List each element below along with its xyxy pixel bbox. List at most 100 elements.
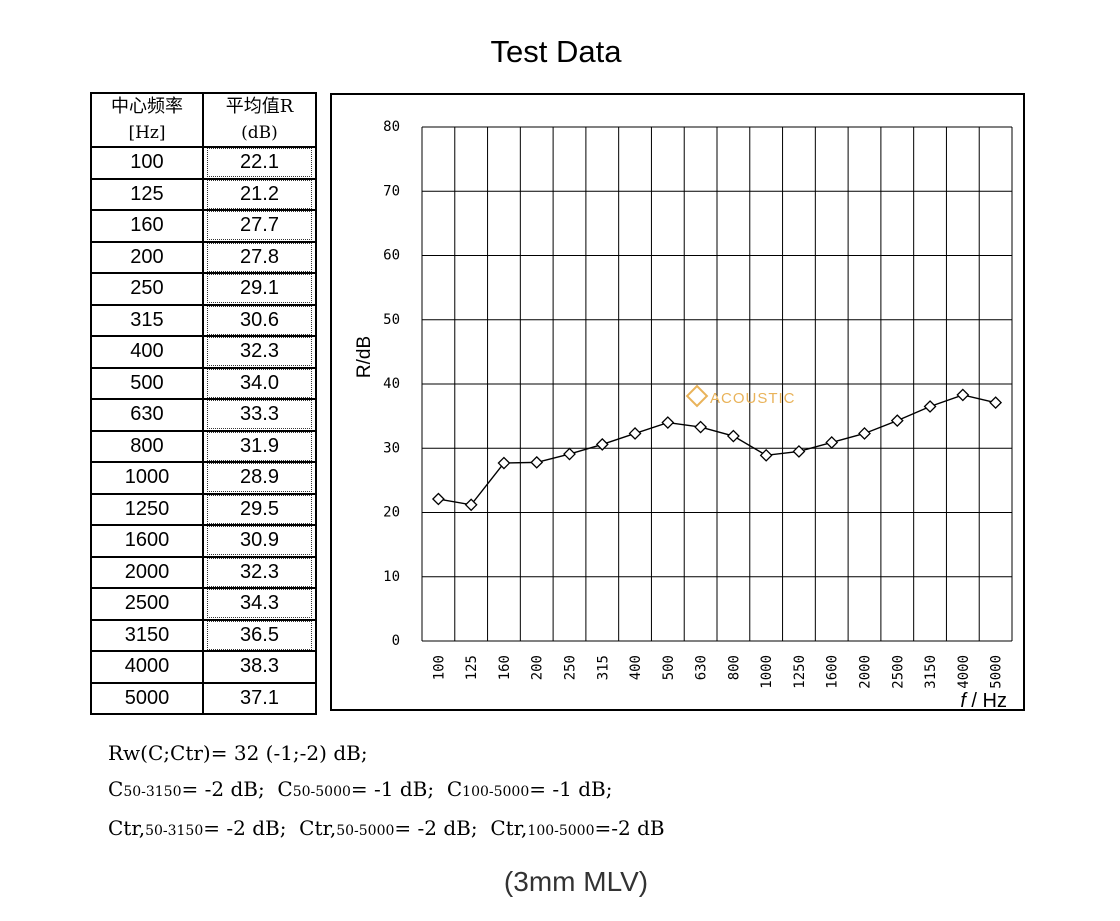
frequency-cell: 200 — [90, 240, 204, 274]
x-tick-label: 2000 — [858, 655, 874, 689]
table-row: 1250 29.5 — [90, 492, 318, 526]
table-row: 5000 37.1 — [90, 681, 318, 715]
formula-line-1: Rw(C;Ctr)= 32 (-1;-2) dB; — [108, 741, 368, 765]
table-row: 1600 30.9 — [90, 524, 318, 558]
data-point-marker — [464, 498, 478, 512]
data-point-marker — [661, 416, 675, 429]
header-frequency: 中心频率 [Hz] — [90, 92, 204, 148]
value-text: 33.3 — [206, 400, 312, 430]
caption: (3mm MLV) — [503, 866, 649, 897]
x-tick-label: 1600 — [825, 655, 841, 689]
header-value-unit: (dB) — [241, 123, 278, 143]
y-tick-label: 50 — [383, 312, 400, 328]
frequency-cell: 3150 — [90, 618, 204, 652]
formula-c-label: C — [108, 777, 124, 801]
x-axis-label-unit: / Hz — [966, 690, 1007, 712]
header-value: 平均值R (dB) — [201, 92, 318, 148]
table-row: 250 29.1 — [90, 272, 318, 306]
formula-c-label: C — [277, 777, 293, 801]
formula-line-3: Ctr,50-3150= -2 dB; Ctr,50-5000= -2 dB; … — [108, 810, 665, 849]
formula-c-value: = -1 dB; — [350, 777, 435, 801]
value-cell: 29.5 — [201, 492, 318, 526]
header-frequency-label: 中心频率 — [110, 96, 183, 117]
y-tick-label: 60 — [383, 248, 400, 264]
frequency-cell: 100 — [90, 146, 204, 180]
frequency-cell: 2500 — [90, 587, 204, 621]
watermark-text: ACOUSTIC — [710, 390, 796, 407]
value-text: 29.5 — [206, 494, 312, 524]
frequency-cell: 1000 — [90, 461, 204, 495]
line-chart: 0 10 20 30 40 50 60 70 80 100 125 160 200 250 315 400 50… — [354, 119, 1013, 712]
x-tick-label: 2500 — [890, 655, 906, 689]
table-row: 125 21.2 — [90, 177, 318, 211]
value-text: 28.9 — [206, 463, 312, 493]
x-tick-label: 500 — [661, 655, 677, 680]
x-tick-label: 1000 — [759, 655, 775, 689]
frequency-cell: 4000 — [90, 650, 204, 684]
frequency-cell: 1250 — [90, 492, 204, 526]
value-cell: 29.1 — [201, 272, 318, 306]
frequency-cell: 125 — [90, 177, 204, 211]
data-point-marker — [628, 427, 642, 440]
value-cell: 22.1 — [201, 146, 318, 180]
formula-ctr-value: =-2 dB — [594, 816, 665, 840]
frequency-cell: 315 — [90, 303, 204, 337]
x-tick-label: 630 — [694, 655, 710, 680]
data-table: 中心频率 [Hz] 平均值R (dB) 100 22.1 125 21.2 160 27.7 2… — [90, 92, 318, 715]
table-row: 1000 28.9 — [90, 461, 318, 495]
value-text: 34.3 — [206, 589, 312, 619]
value-cell: 38.3 — [201, 650, 318, 684]
formula-c-sub: 50-3150 — [123, 784, 182, 800]
formula-c-label: C — [446, 777, 463, 801]
x-tick-label: 315 — [595, 655, 611, 680]
watermark-logo-icon — [685, 384, 709, 408]
frequency-cell: 5000 — [90, 681, 204, 715]
y-tick-label: 80 — [383, 119, 400, 135]
value-cell: 31.9 — [201, 429, 318, 463]
data-point-marker — [792, 445, 806, 458]
x-tick-label: 200 — [530, 655, 546, 680]
formula-ctr-label: Ctr, — [490, 816, 528, 840]
x-tick-label: 400 — [628, 655, 644, 680]
value-text: 32.3 — [206, 557, 312, 587]
formula-ctr-label: Ctr, — [108, 816, 146, 840]
formula-c-value: = -1 dB; — [529, 777, 613, 801]
value-text: 22.1 — [206, 148, 312, 178]
data-point-marker — [497, 456, 511, 470]
data-point-marker — [956, 388, 970, 402]
y-tick-label: 30 — [383, 440, 400, 456]
value-text: 30.6 — [206, 305, 312, 335]
data-point-marker — [726, 429, 740, 443]
value-text: 32.3 — [206, 337, 312, 367]
formula-c-sub: 50-5000 — [292, 784, 351, 800]
value-text: 36.5 — [206, 620, 312, 650]
table-row: 3150 36.5 — [90, 618, 318, 652]
formula-ctr-sub: 50-5000 — [336, 823, 395, 839]
y-tick-label: 20 — [383, 505, 400, 521]
formula-c-value: = -2 dB; — [181, 777, 265, 801]
table-row: 4000 38.3 — [90, 650, 318, 684]
frequency-cell: 1600 — [90, 524, 204, 558]
data-point-marker — [825, 436, 839, 449]
x-tick-label: 100 — [431, 655, 447, 680]
x-tick-label: 3150 — [923, 655, 939, 689]
frequency-cell: 630 — [90, 398, 204, 432]
frequency-cell: 250 — [90, 272, 204, 306]
header-value-label: 平均值R — [225, 96, 294, 117]
value-text: 29.1 — [206, 274, 312, 304]
value-cell: 37.1 — [201, 681, 318, 715]
frequency-cell: 2000 — [90, 555, 204, 589]
y-axis-label: R/dB — [354, 336, 375, 378]
value-text: 38.3 — [240, 655, 279, 678]
formula-ctr-label: Ctr, — [299, 816, 337, 840]
value-cell: 30.6 — [201, 303, 318, 337]
value-text: 21.2 — [206, 179, 312, 209]
y-tick-label: 10 — [383, 569, 400, 585]
value-cell: 36.5 — [201, 618, 318, 652]
data-point-marker — [563, 447, 576, 461]
frequency-cell: 800 — [90, 429, 204, 463]
value-cell: 32.3 — [201, 555, 318, 589]
value-text: 31.9 — [206, 431, 312, 461]
table-row: 200 27.8 — [90, 240, 318, 274]
y-tick-label: 40 — [383, 376, 400, 392]
